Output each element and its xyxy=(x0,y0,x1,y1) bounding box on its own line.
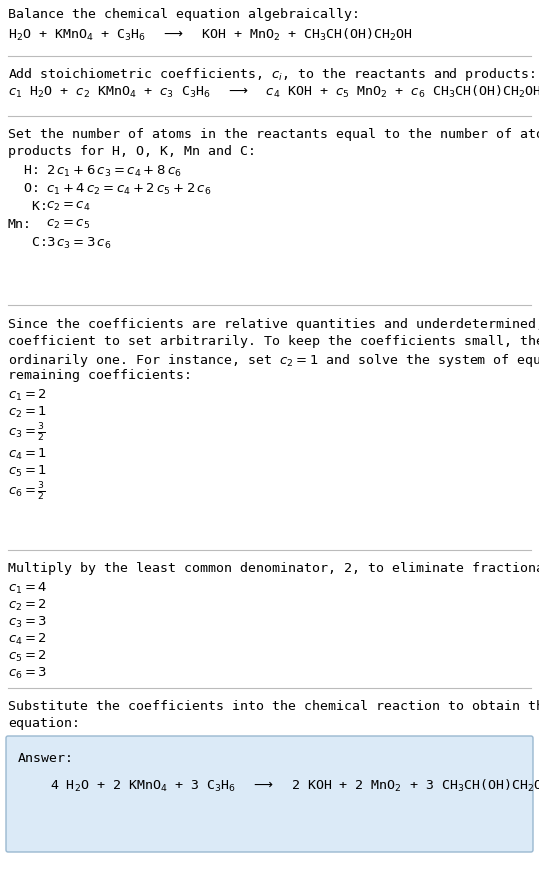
Text: $c_6 = 3$: $c_6 = 3$ xyxy=(8,666,47,681)
Text: products for H, O, K, Mn and C:: products for H, O, K, Mn and C: xyxy=(8,145,256,158)
FancyBboxPatch shape xyxy=(6,736,533,852)
Text: equation:: equation: xyxy=(8,717,80,730)
Text: C:: C: xyxy=(8,236,48,249)
Text: $c_2 = c_5$: $c_2 = c_5$ xyxy=(46,218,90,231)
Text: $c_3 = \frac{3}{2}$: $c_3 = \frac{3}{2}$ xyxy=(8,422,46,445)
Text: Add stoichiometric coefficients, $c_i$, to the reactants and products:: Add stoichiometric coefficients, $c_i$, … xyxy=(8,66,536,83)
Text: $c_4 = 2$: $c_4 = 2$ xyxy=(8,632,47,647)
Text: Balance the chemical equation algebraically:: Balance the chemical equation algebraica… xyxy=(8,8,360,21)
Text: $3\,c_3 = 3\,c_6$: $3\,c_3 = 3\,c_6$ xyxy=(46,236,112,251)
Text: 4 H$_2$O + 2 KMnO$_4$ + 3 C$_3$H$_6$  $\longrightarrow$  2 KOH + 2 MnO$_2$ + 3 C: 4 H$_2$O + 2 KMnO$_4$ + 3 C$_3$H$_6$ $\l… xyxy=(50,778,539,794)
Text: Set the number of atoms in the reactants equal to the number of atoms in the: Set the number of atoms in the reactants… xyxy=(8,128,539,141)
Text: Multiply by the least common denominator, 2, to eliminate fractional coefficient: Multiply by the least common denominator… xyxy=(8,562,539,575)
Text: $2\,c_1 + 6\,c_3 = c_4 + 8\,c_6$: $2\,c_1 + 6\,c_3 = c_4 + 8\,c_6$ xyxy=(46,164,182,179)
Text: $c_3 = 3$: $c_3 = 3$ xyxy=(8,615,47,630)
Text: $c_2 = c_4$: $c_2 = c_4$ xyxy=(46,200,91,213)
Text: $c_1 = 2$: $c_1 = 2$ xyxy=(8,388,47,403)
Text: $c_1$ H$_2$O + $c_2$ KMnO$_4$ + $c_3$ C$_3$H$_6$  $\longrightarrow$  $c_4$ KOH +: $c_1$ H$_2$O + $c_2$ KMnO$_4$ + $c_3$ C$… xyxy=(8,84,539,100)
Text: $c_5 = 1$: $c_5 = 1$ xyxy=(8,464,47,479)
Text: K:: K: xyxy=(8,200,48,213)
Text: coefficient to set arbitrarily. To keep the coefficients small, the arbitrary va: coefficient to set arbitrarily. To keep … xyxy=(8,335,539,348)
Text: $c_1 = 4$: $c_1 = 4$ xyxy=(8,581,47,596)
Text: remaining coefficients:: remaining coefficients: xyxy=(8,369,192,382)
Text: $c_2 = 2$: $c_2 = 2$ xyxy=(8,598,47,613)
Text: $c_4 = 1$: $c_4 = 1$ xyxy=(8,447,47,462)
Text: $c_1 + 4\,c_2 = c_4 + 2\,c_5 + 2\,c_6$: $c_1 + 4\,c_2 = c_4 + 2\,c_5 + 2\,c_6$ xyxy=(46,182,211,197)
Text: Answer:: Answer: xyxy=(18,752,74,765)
Text: O:: O: xyxy=(8,182,40,195)
Text: Since the coefficients are relative quantities and underdetermined, choose a: Since the coefficients are relative quan… xyxy=(8,318,539,331)
Text: $c_6 = \frac{3}{2}$: $c_6 = \frac{3}{2}$ xyxy=(8,481,46,503)
Text: $c_2 = 1$: $c_2 = 1$ xyxy=(8,405,47,420)
Text: Substitute the coefficients into the chemical reaction to obtain the balanced: Substitute the coefficients into the che… xyxy=(8,700,539,713)
Text: ordinarily one. For instance, set $c_2 = 1$ and solve the system of equations fo: ordinarily one. For instance, set $c_2 =… xyxy=(8,352,539,369)
Text: H:: H: xyxy=(8,164,40,177)
Text: Mn:: Mn: xyxy=(8,218,32,231)
Text: H$_2$O + KMnO$_4$ + C$_3$H$_6$  $\longrightarrow$  KOH + MnO$_2$ + CH$_3$CH(OH)C: H$_2$O + KMnO$_4$ + C$_3$H$_6$ $\longrig… xyxy=(8,27,413,43)
Text: $c_5 = 2$: $c_5 = 2$ xyxy=(8,649,47,664)
